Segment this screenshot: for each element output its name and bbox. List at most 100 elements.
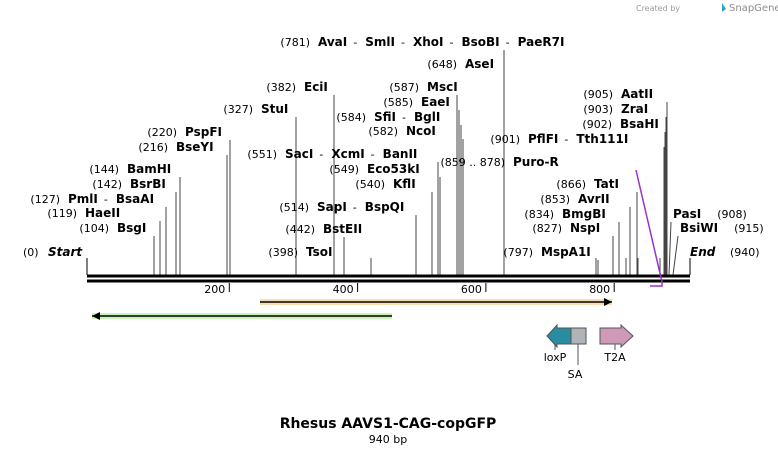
site-mspa: (797) MspA1I (503, 245, 590, 259)
puro-r-bracket[interactable] (635, 169, 663, 287)
site-bmg: (834) BmgBI (524, 207, 605, 221)
end-pos: (940) (730, 246, 760, 259)
credit-brand: SnapGene (729, 3, 778, 14)
site-aat: (905) AatII (583, 87, 653, 101)
site-ava: (781) AvaI - SmlI - XhoI - BsoBI - PaeR7I (280, 35, 564, 49)
site-puro: (859 .. 878) Puro-R (440, 155, 558, 169)
enzyme-name[interactable]: HaeII (85, 206, 120, 220)
site-labels: (781) AvaI - SmlI - XhoI - BsoBI - PaeR7I (648) Ase… (30, 35, 763, 259)
enzyme-name[interactable]: BmgBI (562, 207, 606, 221)
site-sfi: (584) SfiI - BglI (336, 110, 440, 124)
enzyme-name[interactable]: AvrII (578, 192, 610, 206)
name-separator: - (506, 36, 510, 49)
t2a-arrow-icon[interactable] (599, 323, 634, 349)
reverse-arrowhead-icon (92, 312, 100, 320)
enzyme-name[interactable]: Eco53kI (367, 162, 420, 176)
site-eco: (549) Eco53kI (329, 162, 419, 176)
site-pos: (582) (368, 125, 398, 138)
enzyme-name[interactable]: BsgI (117, 221, 146, 235)
enzyme-name[interactable]: BsaAI (116, 192, 154, 206)
loxp-sa-feature[interactable]: loxP SA (544, 323, 587, 381)
site-leader-pas (668, 221, 672, 276)
enzyme-name[interactable]: XhoI (413, 35, 444, 49)
enzyme-name[interactable]: AseI (465, 57, 494, 71)
axis-ticks: 200 400 600 800 (204, 283, 615, 296)
name-separator: - (353, 36, 357, 49)
enzyme-name[interactable]: BanII (383, 147, 418, 161)
axis-tick-label: 200 (204, 283, 225, 296)
enzyme-name[interactable]: PspFI (185, 125, 222, 139)
site-pos: (144) (89, 163, 119, 176)
site-pas: PasI (908) (673, 207, 747, 221)
site-pos: (549) (329, 163, 359, 176)
enzyme-name[interactable]: MscI (427, 80, 458, 94)
enzyme-name[interactable]: SfiI (374, 110, 396, 124)
enzyme-name[interactable]: MspA1I (541, 245, 591, 259)
sa-box[interactable] (570, 327, 587, 345)
name-separator: - (104, 193, 108, 206)
name-separator: - (401, 36, 405, 49)
enzyme-name[interactable]: SapI (317, 200, 347, 214)
enzyme-name[interactable]: SmlI (365, 35, 395, 49)
site-pfl: (901) PflFI - Tth111I (490, 132, 628, 146)
enzyme-name[interactable]: BglI (414, 110, 440, 124)
site-msc: (587) MscI (389, 80, 457, 94)
site-bsr: (142) BsrBI (92, 177, 165, 191)
enzyme-name[interactable]: PflFI (528, 132, 558, 146)
enzyme-name[interactable]: TsoI (306, 245, 332, 259)
enzyme-name[interactable]: PasI (673, 207, 701, 221)
site-pos: (903) (583, 103, 613, 116)
site-pos: (834) (524, 208, 554, 221)
enzyme-name[interactable]: KflI (393, 177, 416, 191)
enzyme-name[interactable]: BsoBI (462, 35, 500, 49)
site-pos: (908) (717, 208, 747, 221)
loxp-arrow-icon[interactable] (546, 323, 572, 349)
feature-orange[interactable] (260, 298, 612, 306)
forward-arrowhead-icon (604, 298, 612, 306)
enzyme-name[interactable]: BsrBI (130, 177, 166, 191)
enzyme-name[interactable]: BsaHI (620, 117, 659, 131)
feature-green[interactable] (92, 312, 392, 320)
site-pos: (827) (532, 222, 562, 235)
enzyme-name[interactable]: AvaI (318, 35, 347, 49)
enzyme-name[interactable]: BamHI (127, 162, 171, 176)
axis-tick-label: 600 (461, 283, 482, 296)
enzyme-name[interactable]: PmlI (68, 192, 98, 206)
site-pos: (104) (79, 222, 109, 235)
enzyme-name[interactable]: XcmI (331, 147, 364, 161)
enzyme-name[interactable]: EciI (304, 80, 328, 94)
name-separator: - (319, 148, 323, 161)
site-ase: (648) AseI (427, 57, 494, 71)
site-pos: (905) (583, 88, 613, 101)
name-separator: - (402, 111, 406, 124)
site-stu: (327) StuI (223, 102, 288, 116)
start-name[interactable]: Start (48, 245, 83, 259)
end-label: End (940) (690, 245, 760, 259)
site-psp: (220) PspFI (147, 125, 222, 139)
t2a-feature[interactable]: T2A (599, 323, 634, 364)
enzyme-name[interactable]: SacI (285, 147, 313, 161)
site-pos: (382) (266, 81, 296, 94)
enzyme-name[interactable]: BspQI (365, 200, 405, 214)
enzyme-name[interactable]: EaeI (421, 95, 450, 109)
enzyme-name[interactable]: Tth111I (576, 132, 628, 146)
enzyme-name[interactable]: PaeR7I (518, 35, 565, 49)
enzyme-name[interactable]: TatI (594, 177, 619, 191)
site-pos: (902) (582, 118, 612, 131)
enzyme-name[interactable]: BseYI (176, 140, 214, 154)
enzyme-name[interactable]: Puro-R (513, 155, 559, 169)
end-name[interactable]: End (690, 245, 716, 259)
enzyme-name[interactable]: ZraI (621, 102, 648, 116)
enzyme-name[interactable]: BstEII (323, 222, 362, 236)
enzyme-name[interactable]: NspI (570, 221, 600, 235)
site-bsiw: BsiWI (915) (680, 221, 764, 235)
site-pos: (540) (355, 178, 385, 191)
site-sap: (514) SapI - BspQI (279, 200, 404, 214)
enzyme-name[interactable]: AatII (621, 87, 653, 101)
site-pos: (853) (540, 193, 570, 206)
enzyme-name[interactable]: NcoI (406, 124, 436, 138)
site-pos: (587) (389, 81, 419, 94)
enzyme-name[interactable]: BsiWI (680, 221, 718, 235)
enzyme-name[interactable]: StuI (261, 102, 288, 116)
